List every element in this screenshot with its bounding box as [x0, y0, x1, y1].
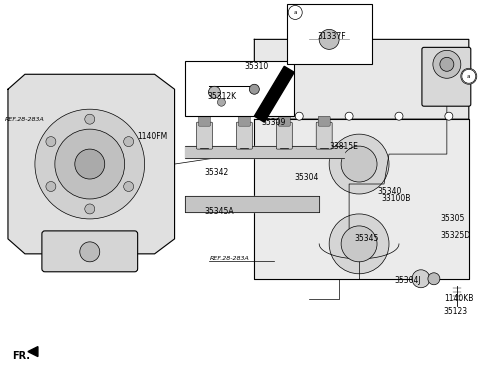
Circle shape [75, 149, 105, 179]
Text: 35309: 35309 [261, 118, 286, 127]
Circle shape [250, 84, 259, 94]
Polygon shape [254, 66, 294, 122]
Text: 35304J: 35304J [394, 276, 420, 285]
Polygon shape [184, 146, 344, 158]
Circle shape [124, 137, 133, 147]
Circle shape [124, 181, 133, 191]
Text: REF.28-283A: REF.28-283A [209, 256, 249, 261]
FancyBboxPatch shape [316, 122, 332, 149]
Circle shape [55, 129, 125, 199]
Circle shape [208, 86, 220, 98]
Circle shape [341, 146, 377, 182]
FancyBboxPatch shape [422, 47, 471, 106]
FancyBboxPatch shape [42, 231, 138, 272]
FancyBboxPatch shape [276, 122, 292, 149]
Text: 35312K: 35312K [207, 92, 237, 101]
Circle shape [46, 137, 56, 147]
Circle shape [319, 30, 339, 49]
Circle shape [440, 57, 454, 71]
Circle shape [85, 114, 95, 124]
Polygon shape [254, 39, 469, 119]
Text: FR.: FR. [12, 350, 30, 361]
Text: 35340: 35340 [377, 187, 401, 196]
Text: a: a [467, 74, 470, 79]
Text: 35310: 35310 [244, 62, 269, 71]
Polygon shape [8, 74, 175, 254]
Circle shape [461, 68, 477, 84]
Circle shape [329, 214, 389, 274]
Text: 35305: 35305 [441, 214, 465, 223]
Circle shape [217, 98, 226, 106]
FancyBboxPatch shape [236, 122, 252, 149]
Text: 33100B: 33100B [381, 194, 410, 203]
Text: 35123: 35123 [444, 307, 468, 316]
Circle shape [462, 69, 476, 83]
Circle shape [445, 112, 453, 120]
FancyBboxPatch shape [287, 4, 372, 64]
Circle shape [345, 112, 353, 120]
Circle shape [329, 134, 389, 194]
Polygon shape [184, 196, 319, 212]
Text: 1140KB: 1140KB [444, 294, 473, 303]
Circle shape [412, 270, 430, 288]
FancyBboxPatch shape [196, 122, 213, 149]
FancyBboxPatch shape [239, 116, 251, 126]
FancyBboxPatch shape [199, 116, 210, 126]
Circle shape [288, 6, 302, 19]
Circle shape [35, 109, 144, 219]
Text: 35345A: 35345A [204, 208, 234, 217]
Circle shape [85, 204, 95, 214]
Text: 1140FM: 1140FM [138, 132, 168, 141]
Circle shape [395, 112, 403, 120]
Text: 31337F: 31337F [317, 32, 346, 41]
Text: 35345: 35345 [354, 234, 378, 243]
Circle shape [433, 50, 461, 78]
Text: a: a [293, 10, 297, 15]
Circle shape [46, 181, 56, 191]
Circle shape [295, 112, 303, 120]
Text: 35325D: 35325D [441, 232, 471, 240]
FancyBboxPatch shape [318, 116, 330, 126]
Text: REF.28-283A: REF.28-283A [5, 117, 45, 122]
Text: 35304: 35304 [294, 172, 319, 181]
Circle shape [80, 242, 100, 262]
Circle shape [341, 226, 377, 262]
Circle shape [428, 273, 440, 285]
Text: a: a [467, 74, 470, 79]
Text: 33815E: 33815E [329, 142, 358, 151]
Polygon shape [28, 347, 38, 356]
Polygon shape [254, 119, 469, 279]
Text: 35342: 35342 [204, 168, 229, 177]
FancyBboxPatch shape [278, 116, 290, 126]
FancyBboxPatch shape [184, 61, 294, 116]
